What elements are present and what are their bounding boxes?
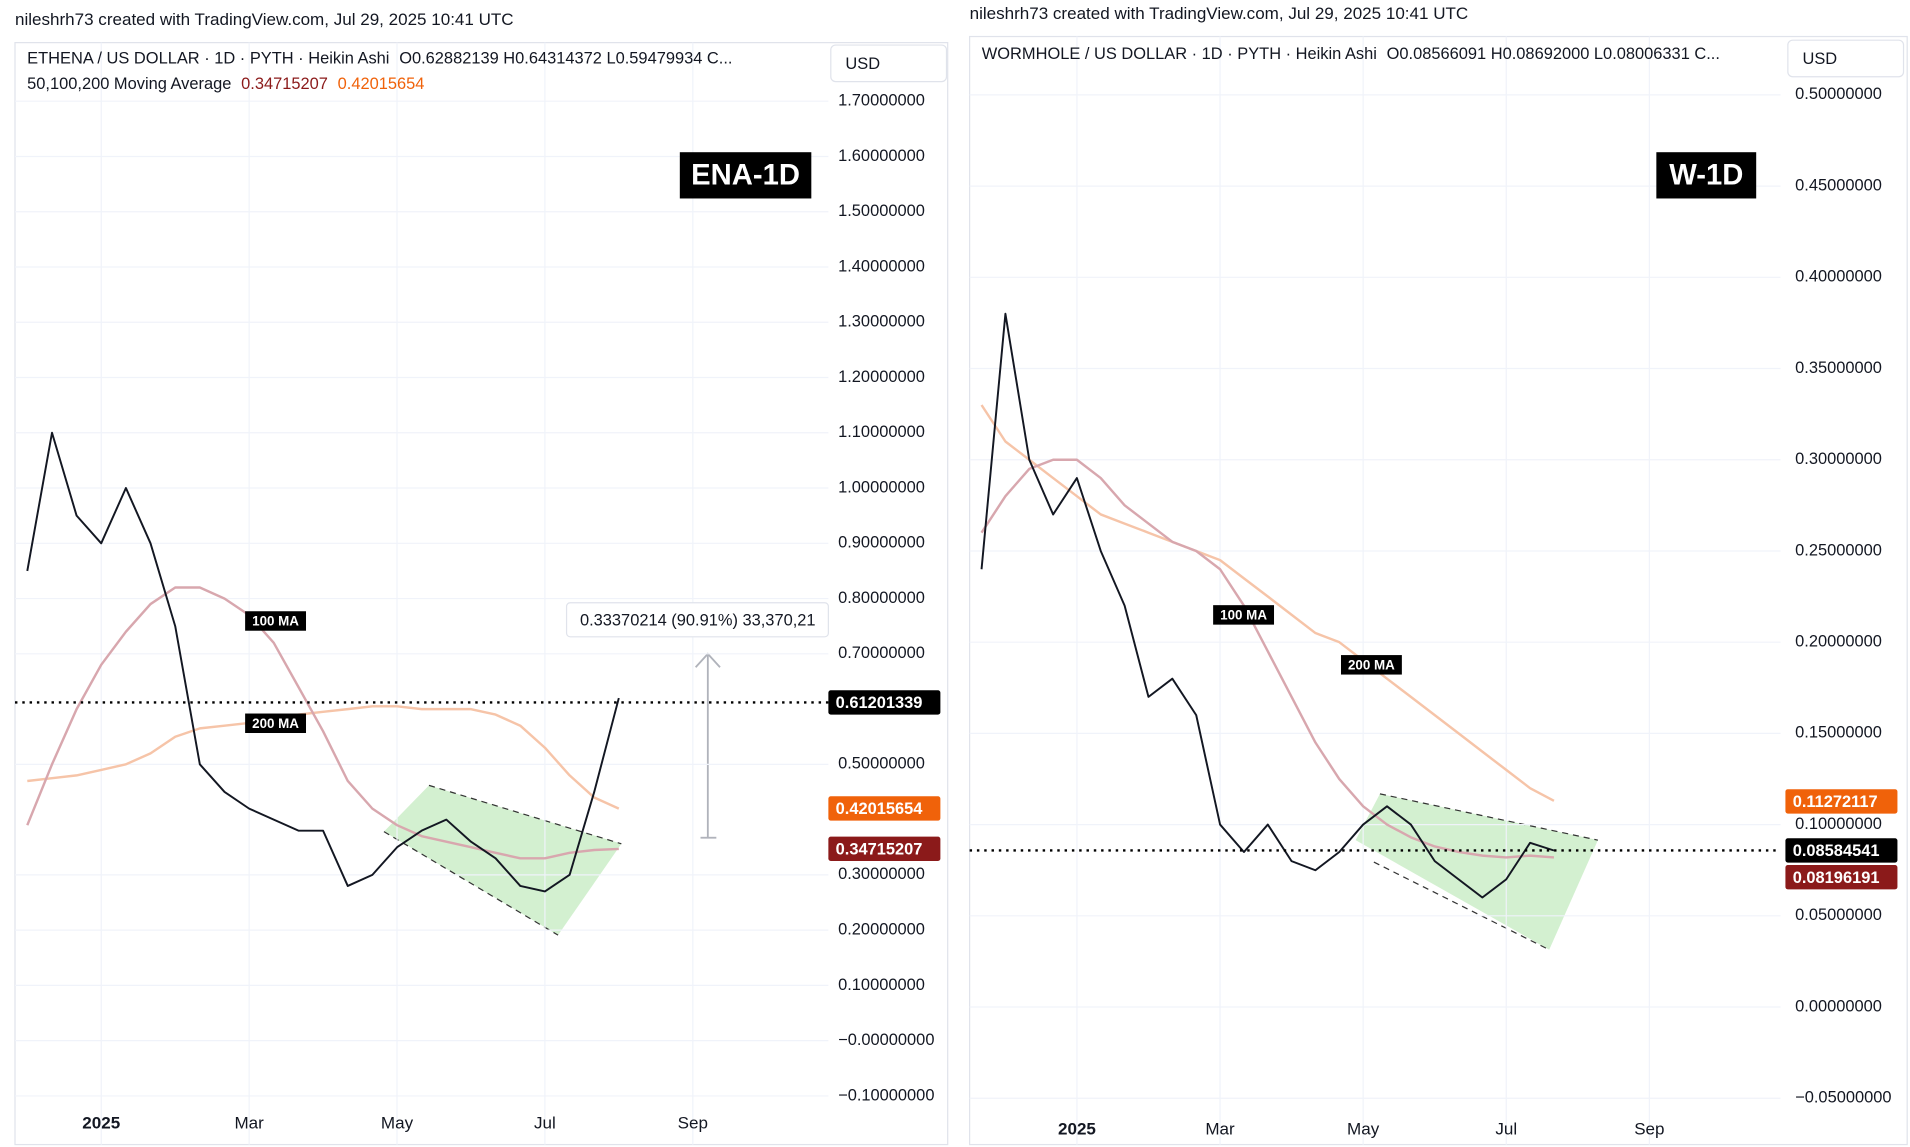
- price-badge: [828, 836, 941, 861]
- ma-badge-label: 200 MA: [252, 716, 299, 731]
- y-tick-label: 0.30000000: [1795, 450, 1882, 468]
- y-tick-label: −0.10000000: [838, 1086, 934, 1104]
- x-tick-label: Mar: [234, 1113, 264, 1132]
- y-tick-label: 1.60000000: [838, 147, 925, 165]
- y-tick-label: 0.15000000: [1795, 724, 1882, 742]
- price-badge: [828, 690, 941, 715]
- y-tick-label: 1.50000000: [838, 202, 925, 220]
- legend-symbol: WORMHOLE / US DOLLAR · 1D · PYTH · Heiki…: [982, 45, 1377, 63]
- y-tick-label: 0.10000000: [1795, 815, 1882, 833]
- y-tick-label: 0.50000000: [1795, 85, 1882, 103]
- ticker-badge-label: W-1D: [1669, 159, 1743, 191]
- y-tick-label: 1.30000000: [838, 313, 925, 331]
- legend-symbol: ETHENA / US DOLLAR · 1D · PYTH · Heikin …: [27, 50, 389, 68]
- wedge-line: [428, 784, 622, 845]
- wedge-line: [383, 831, 559, 936]
- measure-box: [565, 602, 829, 638]
- y-tick-label: 0.25000000: [1795, 541, 1882, 559]
- currency-box: [1787, 39, 1905, 78]
- ma-badge-label: 200 MA: [1348, 658, 1395, 673]
- y-tick-label: −0.00000000: [838, 1031, 934, 1049]
- price-badge-label: 0.08584541: [1793, 842, 1880, 860]
- y-tick-label: 0.80000000: [838, 589, 925, 607]
- ma-badge: [245, 713, 307, 734]
- credit: nileshrh73 created with TradingView.com,…: [970, 4, 1469, 23]
- x-tick-label: 2025: [82, 1113, 120, 1132]
- price-line: [980, 312, 1555, 899]
- y-tick-label: 0.50000000: [838, 755, 925, 773]
- y-tick-label: 0.35000000: [1795, 359, 1882, 377]
- price-badge-label: 0.11272117: [1793, 793, 1878, 811]
- y-tick-label: 0.20000000: [1795, 633, 1882, 651]
- ticker-badge: [1656, 152, 1757, 199]
- y-tick-label: 1.70000000: [838, 92, 925, 110]
- price-badge-label: 0.34715207: [836, 840, 923, 858]
- legend-ohlc: O0.08566091 H0.08692000 L0.08006331 C...: [1387, 45, 1720, 63]
- y-tick-label: 1.00000000: [838, 478, 925, 496]
- x-tick-label: May: [1347, 1119, 1380, 1138]
- x-tick-label: 2025: [1058, 1119, 1096, 1138]
- price-badge: [828, 796, 941, 821]
- legend-title: ETHENA / US DOLLAR · 1D · PYTH · Heikin …: [27, 50, 732, 68]
- currency-label: USD: [845, 55, 880, 73]
- y-tick-label: 0.40000000: [1795, 268, 1882, 286]
- ma-badge-label: 100 MA: [252, 614, 299, 629]
- panel-frame: [14, 42, 949, 1146]
- legend-indicator: 50,100,200 Moving Average 0.34715207 0.420…: [27, 76, 424, 94]
- ma-line: [26, 586, 619, 860]
- y-tick-label: 1.10000000: [838, 423, 925, 441]
- x-tick-label: May: [381, 1113, 414, 1132]
- price-badge-label: 0.61201339: [836, 694, 923, 712]
- ma-badge-label: 100 MA: [1220, 608, 1267, 623]
- ma-badge: [1213, 605, 1275, 625]
- y-tick-label: 0.30000000: [838, 865, 925, 883]
- ma-line: [27, 705, 620, 810]
- legend-title: WORMHOLE / US DOLLAR · 1D · PYTH · Heiki…: [982, 45, 1720, 63]
- x-tick-label: Sep: [1634, 1119, 1664, 1138]
- y-tick-label: 0.20000000: [838, 920, 925, 938]
- ma-badge: [245, 611, 307, 631]
- indicator-value: 0.42015654: [338, 76, 425, 94]
- price-badge: [1785, 838, 1898, 863]
- ticker-badge-label: ENA-1D: [691, 159, 800, 191]
- y-tick-label: 0.00000000: [1795, 997, 1882, 1015]
- y-tick-label: 0.10000000: [838, 976, 925, 994]
- x-tick-label: Jul: [534, 1113, 556, 1132]
- y-tick-label: 0.70000000: [838, 644, 925, 662]
- price-badge-label: 0.08196191: [1793, 869, 1880, 887]
- y-tick-label: 0.90000000: [838, 534, 925, 552]
- price-badge: [1785, 789, 1898, 814]
- wedge: [383, 785, 622, 936]
- y-tick-label: 0.05000000: [1795, 906, 1882, 924]
- currency-label: USD: [1802, 50, 1837, 68]
- indicator-value: 0.34715207: [241, 76, 328, 94]
- y-tick-label: −0.05000000: [1795, 1089, 1891, 1107]
- y-tick-label: 1.40000000: [838, 257, 925, 275]
- x-tick-label: Sep: [678, 1113, 708, 1132]
- ma-line: [980, 458, 1555, 859]
- wedge-line: [1379, 793, 1599, 841]
- ticker-badge: [679, 152, 812, 199]
- y-tick-label: 0.45000000: [1795, 176, 1882, 194]
- ma-line: [980, 404, 1555, 802]
- price-badge-label: 0.42015654: [836, 800, 924, 818]
- x-tick-label: Mar: [1205, 1119, 1235, 1138]
- price-badge: [1785, 865, 1898, 890]
- credit: nileshrh73 created with TradingView.com,…: [15, 10, 514, 29]
- y-tick-label: 1.20000000: [838, 368, 925, 386]
- indicator-name: 50,100,200 Moving Average: [27, 76, 231, 94]
- panel-frame: [969, 35, 1908, 1146]
- measure-label: 0.33370214 (90.91%) 33,370,21: [580, 611, 816, 629]
- legend-ohlc: O0.62882139 H0.64314372 L0.59479934 C...: [399, 50, 732, 68]
- currency-box: [830, 44, 948, 83]
- ma-badge: [1340, 655, 1402, 675]
- price-line: [26, 431, 620, 893]
- x-tick-label: Jul: [1495, 1119, 1517, 1138]
